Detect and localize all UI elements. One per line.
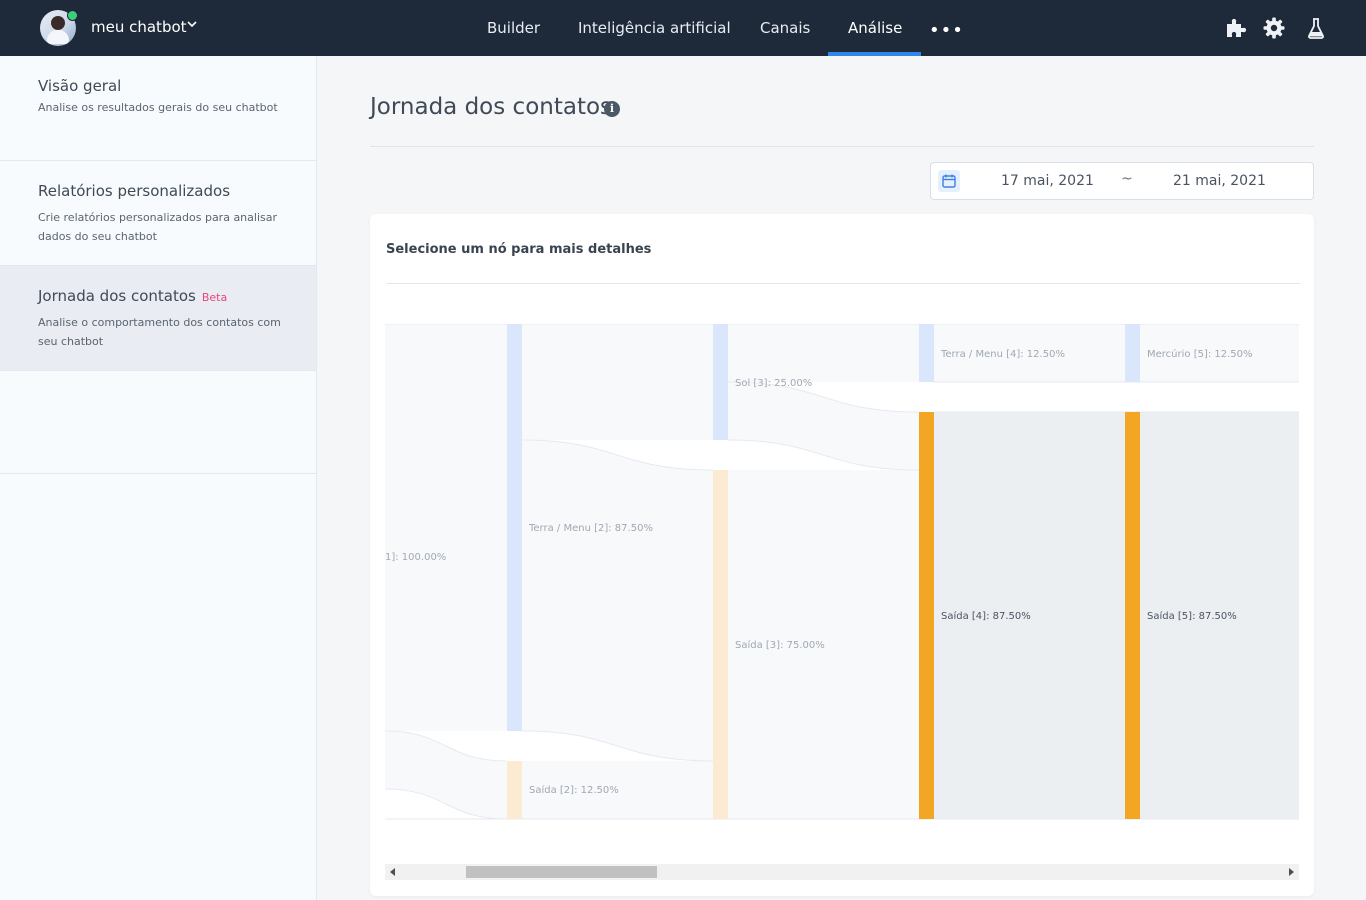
nav-tab-builder[interactable]: Builder: [487, 19, 541, 37]
flow-band[interactable]: [522, 324, 713, 440]
sidebar-item-contact-journey[interactable]: Jornada dos contatos Beta Analise o compo…: [0, 266, 316, 371]
sankey-node-label: Terra / Menu [4]: 12.50%: [940, 349, 1065, 360]
date-range-picker[interactable]: 17 mai, 2021 ~ 21 mai, 2021: [930, 162, 1314, 200]
beta-badge: Beta: [201, 291, 228, 304]
more-options-icon[interactable]: •••: [929, 20, 964, 41]
sankey-node-label: Saída [2]: 12.50%: [529, 784, 619, 796]
flow-band[interactable]: [728, 382, 919, 470]
flow-band[interactable]: [522, 761, 713, 819]
sankey-node-label: 1]: 100.00%: [385, 552, 446, 563]
sidebar-item-title: Relatórios personalizados: [38, 182, 231, 200]
gear-icon[interactable]: [1262, 16, 1286, 40]
sidebar-item-custom-reports[interactable]: Relatórios personalizados Crie relatório…: [0, 161, 316, 266]
avatar-body: [47, 30, 69, 44]
calendar-icon[interactable]: [938, 170, 960, 192]
bot-name-selector[interactable]: meu chatbot: [91, 18, 187, 36]
flow-band[interactable]: [385, 731, 507, 819]
bot-avatar[interactable]: [40, 10, 78, 46]
sankey-node[interactable]: [713, 324, 728, 440]
info-icon[interactable]: i: [604, 101, 620, 117]
sankey-node-label: Saída [3]: 75.00%: [735, 639, 825, 651]
horizontal-scrollbar[interactable]: [385, 864, 1299, 880]
sidebar-item-description: Crie relatórios personalizados para anal…: [38, 211, 278, 243]
puzzle-icon[interactable]: [1224, 16, 1248, 40]
online-status-icon: [67, 10, 78, 21]
sankey-node-highlighted[interactable]: [919, 412, 934, 819]
sankey-node[interactable]: [919, 324, 934, 382]
sidebar-item-description: Analise os resultados gerais do seu chat…: [38, 101, 278, 114]
flow-band[interactable]: [385, 324, 507, 731]
start-date[interactable]: 17 mai, 2021: [1001, 173, 1094, 189]
flow-band[interactable]: [934, 324, 1125, 382]
card-title: Selecione um nó para mais detalhes: [386, 242, 652, 257]
nav-tab-channels[interactable]: Canais: [760, 19, 811, 37]
date-separator: ~: [1121, 171, 1133, 187]
scrollbar-thumb[interactable]: [466, 866, 657, 878]
flow-band[interactable]: [728, 324, 919, 382]
flow-band[interactable]: [1140, 324, 1299, 382]
sidebar-item-title-text: Jornada dos contatos: [38, 287, 196, 305]
sankey-node-label: Terra / Menu [2]: 87.50%: [528, 523, 653, 534]
sidebar-item-description: Analise o comportamento dos contatos com…: [38, 316, 281, 348]
scroll-right-arrow-icon[interactable]: [1289, 868, 1294, 876]
card-divider: [386, 283, 1300, 284]
sankey-node[interactable]: [713, 470, 728, 819]
sankey-node[interactable]: [1125, 324, 1140, 382]
sankey-node-highlighted[interactable]: [1125, 412, 1140, 819]
sidebar-empty-slot: [0, 371, 316, 474]
flow-band[interactable]: [522, 440, 713, 761]
journey-card: Selecione um nó para mais detalhes: [370, 214, 1314, 896]
sankey-node-label: Sol [3]: 25.00%: [735, 378, 812, 389]
sidebar-item-title: Visão geral: [38, 77, 122, 95]
chevron-down-icon[interactable]: [186, 18, 198, 30]
nav-tab-ai[interactable]: Inteligência artificial: [578, 19, 731, 37]
flask-icon[interactable]: [1304, 16, 1328, 40]
sidebar-item-overview[interactable]: Visão geral Analise os resultados gerais…: [0, 56, 316, 161]
page-title: Jornada dos contatos: [370, 94, 613, 120]
flow-band-highlighted[interactable]: [934, 412, 1125, 819]
flow-band-highlighted[interactable]: [1140, 412, 1299, 819]
flow-outlines: [385, 324, 1299, 820]
sankey-node-label: Mercúrio [5]: 12.50%: [1147, 348, 1253, 360]
sankey-diagram[interactable]: 1]: 100.00% Terra / Menu [2]: 87.50% Saí…: [385, 324, 1299, 824]
main-content: Jornada dos contatos i 17 mai, 2021 ~ 21…: [317, 56, 1366, 900]
sankey-node-label: Saída [5]: 87.50%: [1147, 610, 1237, 622]
sankey-node-label: Saída [4]: 87.50%: [941, 610, 1031, 622]
nav-tab-analytics[interactable]: Análise: [848, 19, 903, 37]
title-divider: [370, 146, 1314, 147]
flow-band[interactable]: [728, 470, 919, 819]
sidebar-item-title: Jornada dos contatos Beta: [38, 287, 227, 305]
end-date[interactable]: 21 mai, 2021: [1173, 173, 1266, 189]
sidebar: Visão geral Analise os resultados gerais…: [0, 56, 317, 900]
top-bar: meu chatbot Builder Inteligência artific…: [0, 0, 1366, 56]
active-tab-indicator: [828, 52, 921, 56]
avatar-face: [51, 16, 65, 30]
sankey-node[interactable]: [507, 324, 522, 731]
scroll-left-arrow-icon[interactable]: [390, 868, 395, 876]
sankey-node[interactable]: [507, 761, 522, 819]
